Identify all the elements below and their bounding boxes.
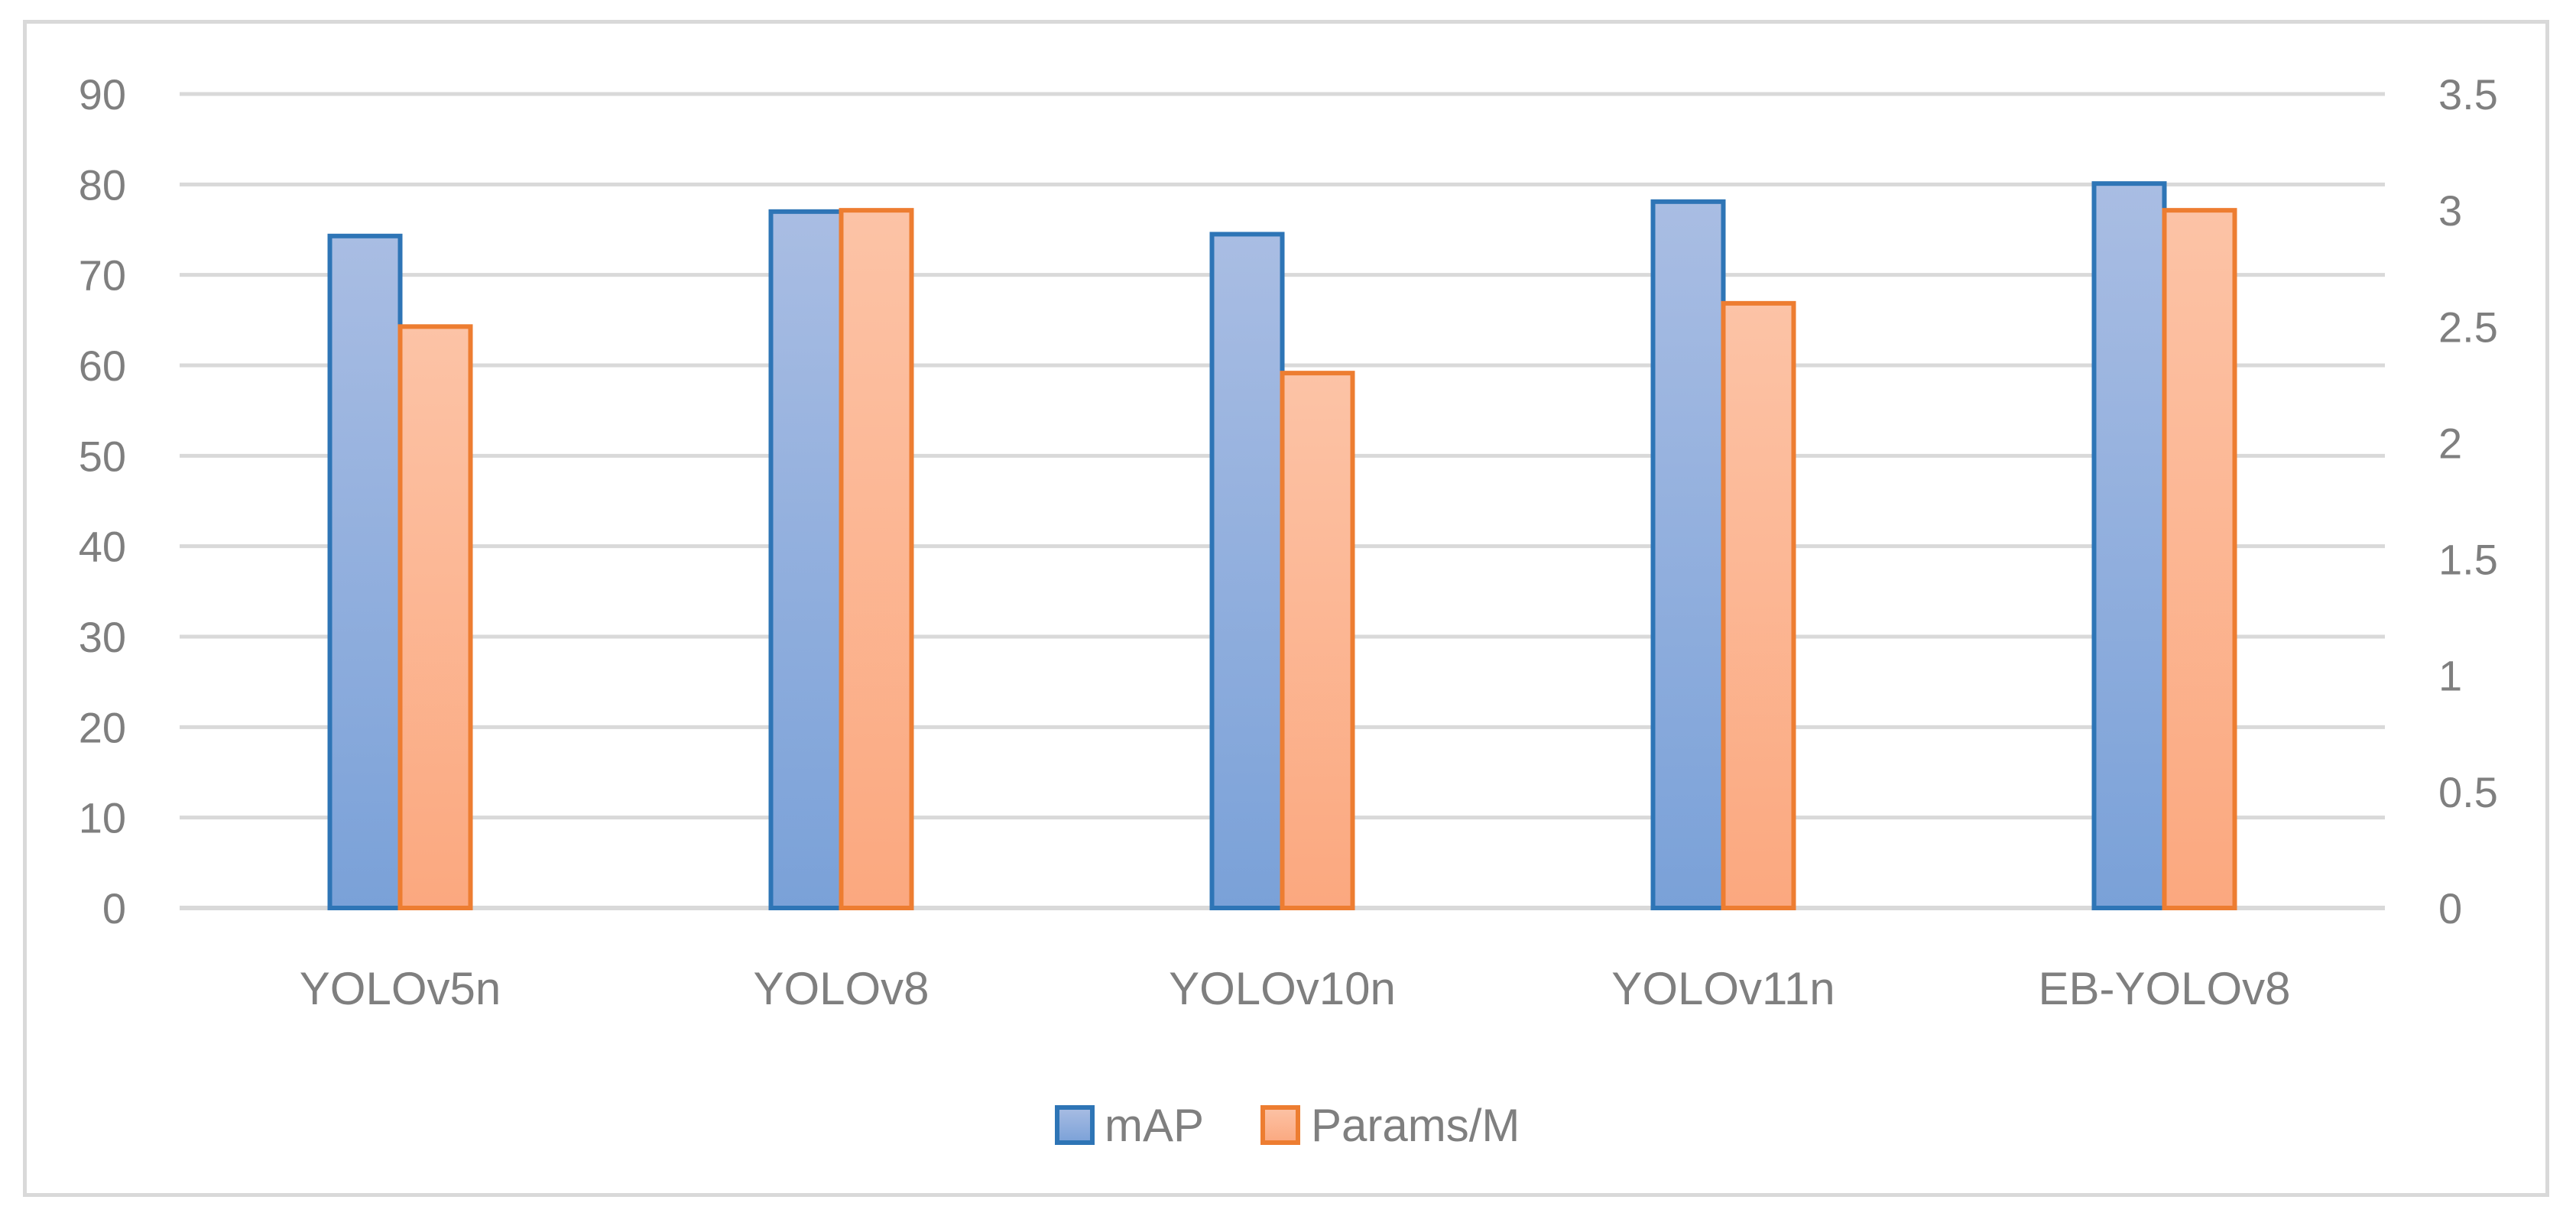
legend-swatch (1260, 1105, 1300, 1145)
left-axis-tick-label: 90 (79, 70, 126, 118)
right-axis-tick-label: 0 (2438, 884, 2462, 932)
right-axis-tick-label: 1 (2438, 652, 2462, 700)
left-axis-tick-label: 30 (79, 613, 126, 661)
left-axis-tick-label: 40 (79, 523, 126, 571)
right-axis-ticks: 0 0.5 1 1.5 2 2.5 3 3.5 (2438, 70, 2498, 932)
left-axis-tick-label: 20 (79, 703, 126, 751)
category-label: YOLOv10n (1169, 963, 1396, 1014)
category-label: EB-YOLOv8 (2038, 963, 2290, 1014)
legend-label: Params/M (1311, 1100, 1520, 1151)
bar-params-m-4 (2162, 208, 2237, 910)
bar-map-2 (1209, 232, 1285, 910)
right-axis-tick-label: 2.5 (2438, 303, 2498, 351)
left-axis-tick-label: 10 (79, 794, 126, 842)
legend-swatch (1055, 1105, 1095, 1145)
left-axis-tick-label: 80 (79, 161, 126, 209)
left-axis-tick-label: 60 (79, 342, 126, 390)
left-axis-tick-label: 70 (79, 251, 126, 300)
category-label: YOLOv11n (1611, 963, 1835, 1014)
category-label: YOLOv5n (300, 963, 501, 1014)
right-axis-tick-label: 0.5 (2438, 768, 2498, 816)
right-axis-tick-label: 2 (2438, 419, 2462, 467)
legend-label: mAP (1105, 1100, 1204, 1151)
bar-chart: 0 10 20 30 40 50 60 70 80 90 0 0.5 1 1.5 2 2.5 3 3.5 YOL… (79, 70, 2498, 1151)
bar-params-m-0 (397, 324, 473, 910)
bar-map-4 (2091, 181, 2167, 910)
left-axis-tick-label: 0 (102, 884, 126, 932)
right-axis-tick-label: 3.5 (2438, 70, 2498, 118)
chart-frame: 0 10 20 30 40 50 60 70 80 90 0 0.5 1 1.5 2 2.5 3 3.5 YOL… (23, 20, 2549, 1197)
bar-params-m-3 (1721, 300, 1796, 911)
bar-map-3 (1650, 199, 1726, 911)
bar-params-m-1 (839, 208, 914, 910)
bar-map-1 (768, 209, 844, 911)
category-label: YOLOv8 (753, 963, 929, 1014)
right-axis-tick-label: 1.5 (2438, 536, 2498, 584)
category-labels: YOLOv5n YOLOv8 YOLOv10n YOLOv11n EB-YOLOv8 (300, 963, 2291, 1014)
bar-params-m-2 (1280, 371, 1355, 910)
bar-map-0 (327, 233, 403, 910)
bars (327, 181, 2237, 911)
left-axis-ticks: 0 10 20 30 40 50 60 70 80 90 (79, 70, 126, 932)
left-axis-tick-label: 50 (79, 432, 126, 480)
right-axis-tick-label: 3 (2438, 186, 2462, 235)
legend: mAP Params/M (1055, 1100, 1520, 1151)
